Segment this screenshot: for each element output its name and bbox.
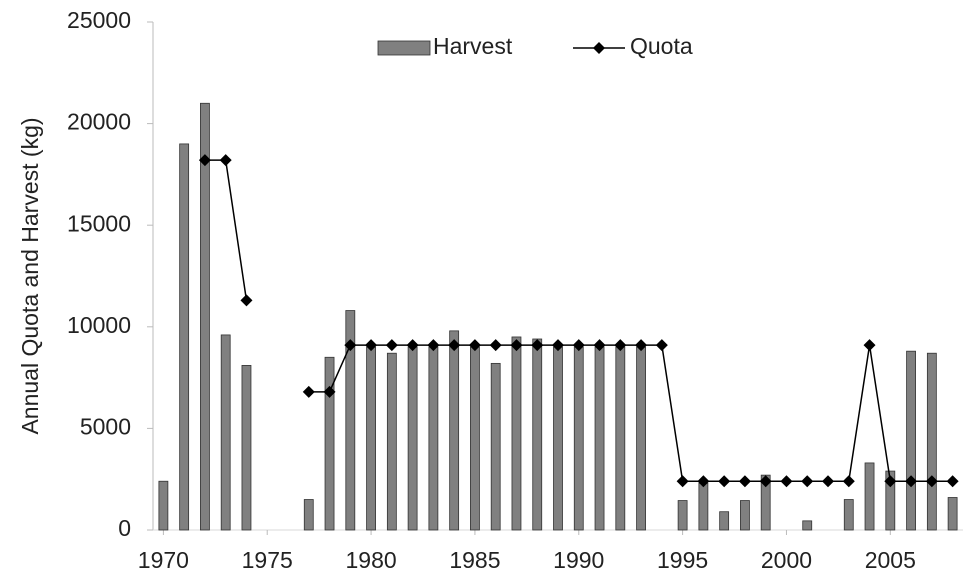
bar <box>802 520 813 531</box>
bar <box>179 143 190 531</box>
quota-marker <box>427 339 440 352</box>
quota-marker <box>323 385 336 398</box>
bar <box>719 511 730 531</box>
quota-marker <box>863 339 876 352</box>
quota-marker <box>448 339 461 352</box>
bar <box>740 500 750 531</box>
bar <box>366 346 376 531</box>
bar <box>241 365 252 531</box>
bar <box>220 334 231 531</box>
bar <box>511 336 522 531</box>
quota-marker <box>302 385 315 398</box>
quota-marker <box>738 475 751 488</box>
x-tick-label: 1995 <box>657 547 708 573</box>
legend-swatch <box>377 40 431 56</box>
bar <box>843 499 854 531</box>
bar <box>324 356 335 531</box>
bar <box>345 310 356 531</box>
quota-marker <box>489 339 502 352</box>
legend-label: Quota <box>630 33 693 59</box>
bar <box>947 497 958 531</box>
quota-marker <box>801 475 814 488</box>
bar <box>470 346 480 531</box>
quota-marker <box>697 475 710 488</box>
quota-marker <box>780 475 793 488</box>
bar <box>532 338 543 531</box>
bar <box>158 480 169 531</box>
bar <box>386 352 397 531</box>
quota-marker <box>614 339 627 352</box>
y-tick-label: 15000 <box>67 210 131 236</box>
x-tick-label: 2000 <box>761 547 812 573</box>
bar <box>490 362 501 531</box>
bar <box>428 346 439 531</box>
quota-marker <box>552 339 564 352</box>
bar <box>449 330 460 531</box>
x-tick-label: 1990 <box>553 547 604 573</box>
bar <box>615 346 626 531</box>
bar <box>926 352 937 531</box>
quota-marker <box>593 339 606 352</box>
y-tick-label: 5000 <box>80 413 131 439</box>
bar <box>906 350 916 531</box>
quota-marker <box>759 475 772 488</box>
bar <box>553 346 563 531</box>
quota-marker <box>946 475 959 488</box>
y-tick-label: 25000 <box>67 7 131 33</box>
x-tick-label: 1985 <box>449 547 500 573</box>
quota-marker <box>572 339 585 352</box>
bar <box>200 102 210 531</box>
legend-marker <box>593 42 605 54</box>
quota-marker <box>510 339 523 352</box>
quota-marker <box>718 475 731 488</box>
quota-marker <box>468 339 481 352</box>
quota-marker <box>365 339 378 352</box>
quota-marker <box>635 339 648 352</box>
quota-marker <box>905 475 918 488</box>
bar <box>677 500 688 531</box>
quota-marker <box>822 475 834 488</box>
x-tick-label: 1975 <box>242 547 293 573</box>
y-tick-label: 0 <box>118 515 131 541</box>
bar <box>864 462 875 531</box>
y-axis-label: Annual Quota and Harvest (kg) <box>17 117 43 434</box>
bar <box>573 346 584 531</box>
quota-marker <box>531 339 544 352</box>
quota-marker <box>198 154 211 167</box>
x-tick-label: 1970 <box>138 547 189 573</box>
quota-marker <box>676 475 689 488</box>
bar <box>636 346 646 531</box>
quota-marker <box>406 339 419 352</box>
legend-label: Harvest <box>433 33 513 59</box>
bar <box>303 499 314 531</box>
quota-marker <box>385 339 398 352</box>
quota-marker <box>925 475 938 488</box>
bar <box>885 470 896 531</box>
quota-marker <box>344 339 357 352</box>
quota-marker <box>240 294 253 307</box>
bar <box>698 482 709 531</box>
quota-marker <box>884 475 897 488</box>
y-tick-label: 10000 <box>67 312 131 338</box>
bar <box>407 346 418 531</box>
quota-marker <box>219 154 232 167</box>
y-tick-label: 20000 <box>67 109 131 135</box>
x-tick-label: 2005 <box>865 547 916 573</box>
bar <box>594 346 605 531</box>
bar <box>760 474 771 531</box>
quota-marker <box>655 339 668 352</box>
quota-marker <box>842 475 855 488</box>
x-tick-label: 1980 <box>345 547 396 573</box>
